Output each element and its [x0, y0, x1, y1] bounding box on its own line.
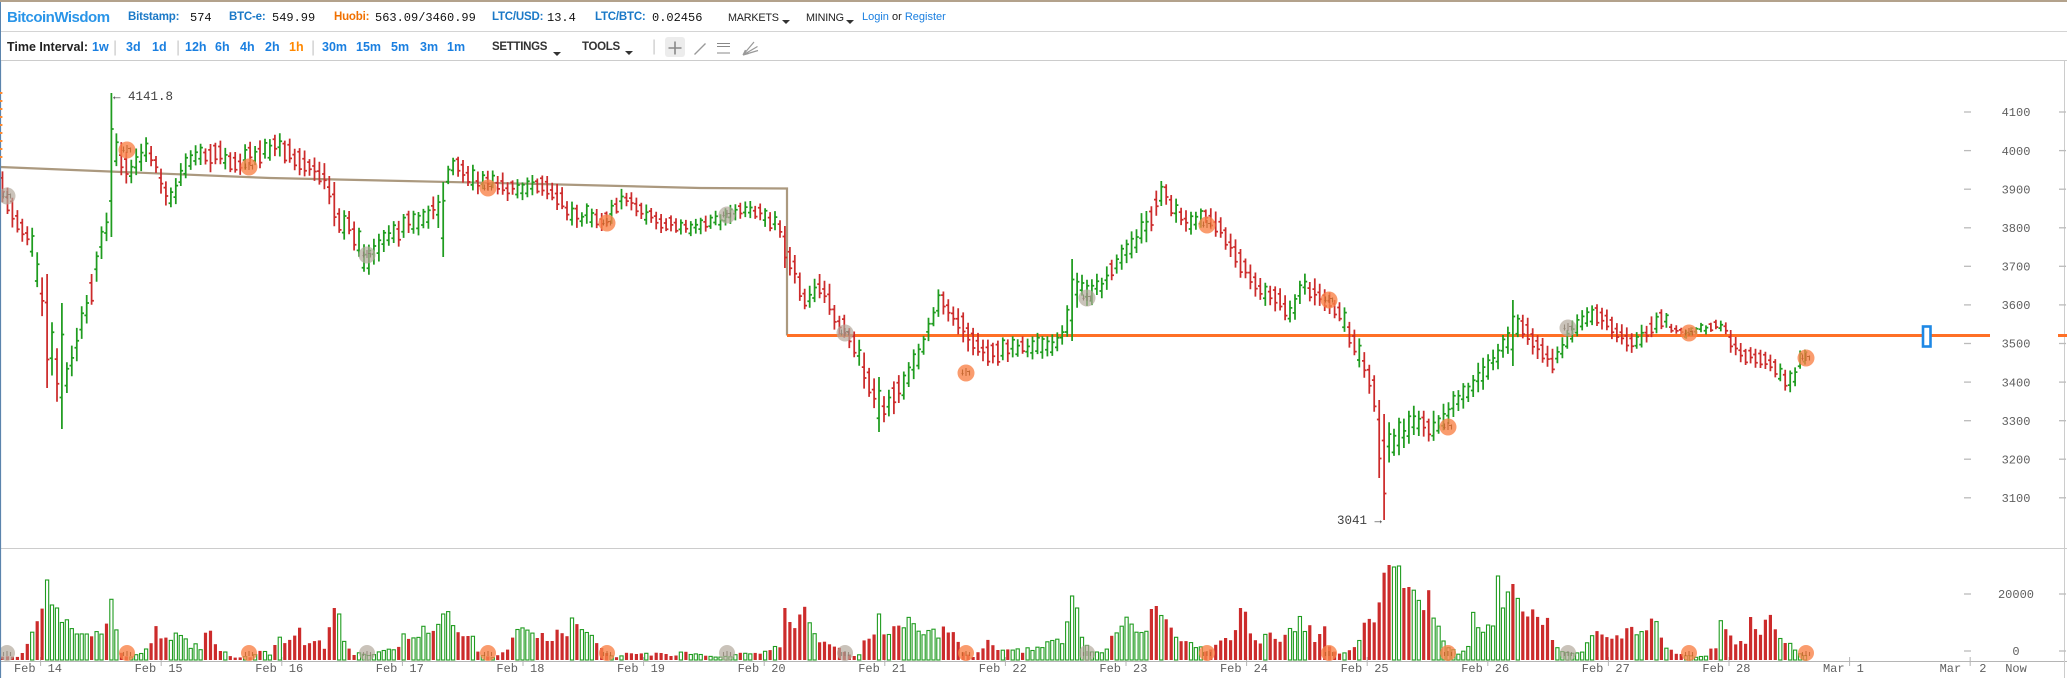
svg-text:Mar: Mar [1823, 662, 1845, 676]
svg-text:3900: 3900 [2002, 183, 2031, 197]
svg-text:3700: 3700 [2002, 261, 2031, 275]
svg-text:20: 20 [771, 662, 785, 676]
svg-text:Feb: Feb [1461, 662, 1483, 676]
svg-text:24: 24 [1254, 662, 1268, 676]
svg-text:17: 17 [409, 662, 423, 676]
svg-text:Feb: Feb [376, 662, 398, 676]
svg-text:Feb: Feb [738, 662, 760, 676]
svg-text:28: 28 [1736, 662, 1750, 676]
svg-text:3200: 3200 [2002, 453, 2031, 467]
svg-text:3300: 3300 [2002, 415, 2031, 429]
svg-text:3600: 3600 [2002, 299, 2031, 313]
svg-text:Feb: Feb [1702, 662, 1724, 676]
svg-text:Feb: Feb [1582, 662, 1604, 676]
svg-text:Feb: Feb [617, 662, 639, 676]
svg-text:Mar: Mar [1940, 662, 1962, 676]
svg-text:3100: 3100 [2002, 492, 2031, 506]
svg-text:3041 →: 3041 → [1337, 514, 1383, 528]
svg-text:25: 25 [1374, 662, 1388, 676]
svg-text:Now: Now [2005, 662, 2027, 676]
svg-text:26: 26 [1495, 662, 1509, 676]
svg-text:27: 27 [1615, 662, 1629, 676]
svg-text:18: 18 [530, 662, 544, 676]
svg-text:4000: 4000 [2002, 145, 2031, 159]
svg-text:Feb: Feb [135, 662, 157, 676]
svg-text:0: 0 [2012, 645, 2019, 659]
svg-text:Feb: Feb [1099, 662, 1121, 676]
svg-text:21: 21 [892, 662, 906, 676]
svg-text:3400: 3400 [2002, 376, 2031, 390]
svg-text:16: 16 [289, 662, 303, 676]
svg-text:2: 2 [1979, 662, 1986, 676]
svg-text:23: 23 [1133, 662, 1147, 676]
svg-text:3800: 3800 [2002, 222, 2031, 236]
svg-text:14: 14 [48, 662, 62, 676]
svg-text:20000: 20000 [1998, 588, 2034, 602]
svg-text:Feb: Feb [255, 662, 277, 676]
svg-text:Feb: Feb [496, 662, 518, 676]
svg-text:15: 15 [168, 662, 182, 676]
svg-text:1: 1 [1857, 662, 1864, 676]
svg-text:Feb: Feb [979, 662, 1001, 676]
svg-text:Feb: Feb [14, 662, 36, 676]
svg-text:22: 22 [1012, 662, 1026, 676]
svg-text:Feb: Feb [858, 662, 880, 676]
svg-text:Feb: Feb [1341, 662, 1363, 676]
svg-text:19: 19 [651, 662, 665, 676]
svg-text:← 4141.8: ← 4141.8 [113, 90, 173, 104]
svg-text:4100: 4100 [2002, 106, 2031, 120]
svg-text:Feb: Feb [1220, 662, 1242, 676]
svg-text:3500: 3500 [2002, 338, 2031, 352]
